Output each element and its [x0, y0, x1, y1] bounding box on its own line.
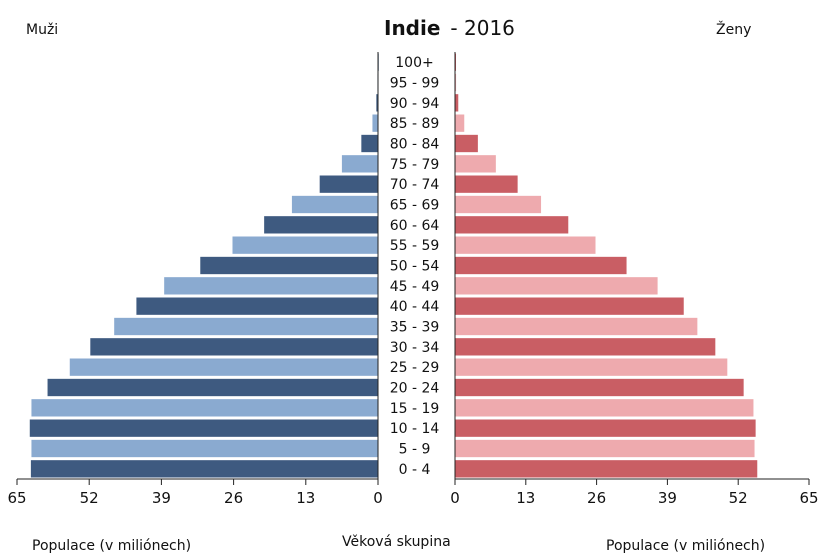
female-x-tick-label: 13 — [516, 489, 535, 507]
age-group-label: 95 - 99 — [390, 76, 440, 92]
female-bar-70-74 — [455, 175, 518, 193]
chart-title-country: Indie — [384, 16, 441, 40]
female-x-tick-label: 26 — [587, 489, 606, 507]
female-bar-65-69 — [455, 195, 542, 214]
female-bar-80-84 — [455, 134, 478, 153]
male-x-tick-label: 52 — [80, 489, 99, 507]
age-group-label: 25 - 29 — [390, 360, 440, 376]
age-group-label: 85 - 89 — [390, 116, 440, 132]
female-x-axis-label: Populace (v miliónech) — [606, 538, 766, 554]
female-bar-10-14 — [455, 419, 756, 437]
male-bar-80-84 — [361, 134, 378, 153]
age-group-label: 60 - 64 — [390, 218, 440, 234]
male-bar-0-4 — [30, 460, 379, 478]
female-bar-20-24 — [455, 378, 744, 397]
female-bar-50-54 — [455, 256, 627, 275]
male-bar-60-64 — [264, 216, 378, 234]
female-bar-90-94 — [455, 94, 459, 112]
male-panel-label: Muži — [26, 22, 59, 38]
female-panel-label: Ženy — [716, 22, 752, 38]
age-group-label: 90 - 94 — [390, 96, 440, 112]
male-x-tick-label: 13 — [296, 489, 315, 507]
male-bar-10-14 — [29, 419, 379, 437]
age-group-label: 70 - 74 — [390, 177, 440, 193]
age-group-label: 50 - 54 — [390, 259, 440, 275]
female-bar-35-39 — [455, 317, 698, 336]
female-bar-95-99 — [455, 73, 457, 92]
age-group-label: 100+ — [395, 55, 433, 71]
female-bar-40-44 — [455, 297, 684, 315]
male-x-tick-label: 65 — [7, 489, 26, 507]
age-group-label: 20 - 24 — [390, 381, 440, 397]
male-bar-75-79 — [341, 155, 378, 173]
female-bar-0-4 — [455, 460, 758, 478]
female-bar-75-79 — [455, 155, 496, 173]
male-x-tick-label: 39 — [152, 489, 171, 507]
male-bar-30-34 — [90, 338, 379, 356]
female-bar-55-59 — [455, 236, 596, 254]
male-x-axis-label: Populace (v miliónech) — [32, 538, 192, 554]
female-bar-45-49 — [455, 277, 658, 295]
age-group-axis-label: Věková skupina — [342, 534, 451, 550]
age-group-label: 30 - 34 — [390, 340, 440, 356]
male-bar-45-49 — [164, 277, 378, 295]
male-x-tick-label: 0 — [373, 489, 383, 507]
age-group-label: 10 - 14 — [390, 421, 440, 437]
male-bar-25-29 — [69, 358, 378, 376]
male-bar-15-19 — [31, 399, 378, 417]
age-group-label: 80 - 84 — [390, 137, 440, 153]
age-group-label: 65 - 69 — [390, 198, 440, 214]
male-bar-90-94 — [376, 94, 378, 112]
male-bar-35-39 — [114, 317, 378, 336]
female-bar-30-34 — [455, 338, 716, 356]
male-bar-65-69 — [291, 195, 378, 214]
age-group-label: 0 - 4 — [399, 462, 431, 478]
age-group-label: 35 - 39 — [390, 320, 440, 336]
female-x-tick-label: 39 — [658, 489, 677, 507]
female-bar-5-9 — [455, 439, 755, 458]
age-group-label: 45 - 49 — [390, 279, 440, 295]
female-x-tick-label: 52 — [729, 489, 748, 507]
female-x-tick-label: 65 — [799, 489, 818, 507]
age-group-label: 75 - 79 — [390, 157, 440, 173]
female-bar-60-64 — [455, 216, 569, 234]
chart-title-year: - 2016 — [450, 16, 515, 40]
male-bar-85-89 — [372, 114, 378, 132]
chart-title: Indie - 2016 — [384, 16, 515, 40]
male-bar-50-54 — [200, 256, 378, 275]
male-bar-20-24 — [47, 378, 379, 397]
female-bar-25-29 — [455, 358, 728, 376]
age-group-label: 5 - 9 — [399, 442, 431, 458]
male-bar-70-74 — [319, 175, 378, 193]
female-bar-85-89 — [455, 114, 465, 132]
age-group-label: 40 - 44 — [390, 299, 440, 315]
male-x-tick-label: 26 — [224, 489, 243, 507]
female-bar-15-19 — [455, 399, 754, 417]
male-bar-55-59 — [232, 236, 378, 254]
female-x-tick-label: 0 — [450, 489, 460, 507]
age-group-label: 15 - 19 — [390, 401, 440, 417]
male-bar-40-44 — [136, 297, 378, 315]
male-bar-5-9 — [31, 439, 378, 458]
age-group-label: 55 - 59 — [390, 238, 440, 254]
